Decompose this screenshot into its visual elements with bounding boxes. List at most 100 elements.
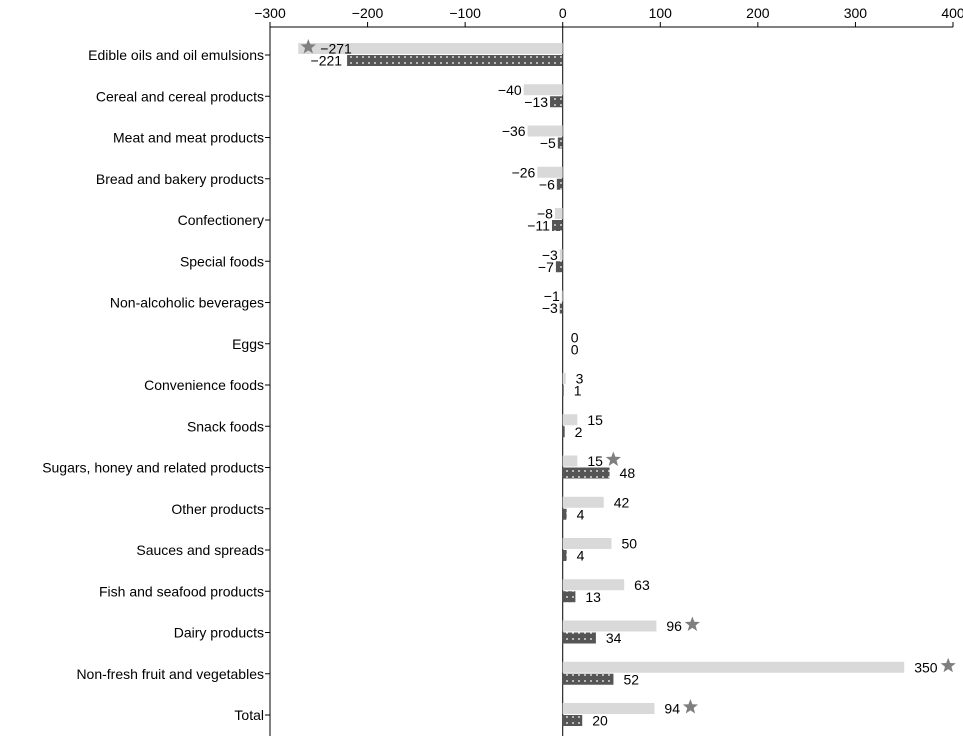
x-tick-label: −100 [449,5,481,21]
data-label: −40 [498,82,522,98]
category-label: Dairy products [174,625,264,641]
data-label: 20 [592,713,608,729]
data-label: −8 [537,206,553,222]
category-label: Eggs [232,336,264,352]
x-tick-label: 400 [941,5,963,21]
bar-dark [551,220,563,231]
bar-light [561,290,563,302]
x-tick-label: 100 [649,5,673,21]
bar-light [562,661,905,673]
bar-dark [562,467,610,479]
bars-group [298,43,905,726]
category-label: Edible oils and oil emulsions [88,47,264,63]
data-label: 3 [576,371,584,387]
labels-group: −271−40−36−26−8−3−10315154250639635094−2… [300,39,956,729]
bar-light [527,125,563,137]
category-label: Non-fresh fruit and vegetables [76,666,264,682]
bar-dark [562,673,614,685]
data-label: 0 [571,341,579,357]
data-label: 0 [571,329,579,345]
data-label: 4 [577,548,585,564]
category-label: Cereal and cereal products [96,88,264,104]
bar-light [298,43,563,54]
category-label: Other products [171,501,264,517]
data-label: −1 [544,288,560,304]
x-tick-label: −200 [352,5,384,21]
bar-dark [550,96,563,108]
bar-dark [562,715,583,726]
bar-dark [347,55,563,66]
data-label: −7 [538,259,554,275]
data-label: 4 [577,506,585,522]
bar-dark [562,591,576,603]
bar-light [559,249,563,261]
data-label: 13 [585,589,601,605]
bar-dark [562,385,564,396]
data-label: 350 [914,659,938,675]
data-label: 1 [574,383,582,399]
x-tick-label: 200 [746,5,770,21]
bar-light [562,373,566,384]
star-icon [605,451,621,466]
data-label: 96 [666,618,682,634]
data-label: −221 [311,53,343,69]
bar-dark [555,261,563,273]
category-label: Meat and meat products [113,130,264,146]
star-icon [300,39,316,54]
bar-light [562,496,604,508]
data-label: 34 [606,630,622,646]
bar-light [562,414,578,426]
data-label: −36 [502,123,526,139]
x-tick-label: 300 [844,5,868,21]
bar-dark [562,426,565,438]
data-label: 48 [620,465,636,481]
data-label: −3 [542,300,558,316]
star-icon [940,657,956,673]
data-label: 15 [587,412,603,428]
category-label: Fish and seafood products [99,583,264,599]
data-label: 15 [587,453,603,469]
category-label: Non-alcoholic beverages [110,295,264,311]
data-label: 50 [622,536,638,552]
bar-dark [562,632,596,644]
data-label: −13 [524,94,548,110]
bar-light [562,455,578,467]
category-label: Special foods [180,253,264,269]
category-label: Snack foods [187,418,264,434]
bar-light [562,620,657,632]
bar-light [562,538,612,549]
data-label: 94 [664,701,680,717]
data-label: 52 [623,671,639,687]
bar-light [562,579,625,591]
bar-dark [562,508,567,520]
data-label: −6 [539,176,555,192]
star-icon [682,699,699,714]
category-label: Bread and bakery products [96,171,264,187]
data-label: 42 [614,494,630,510]
bar-light [523,84,563,96]
bar-dark [562,550,567,561]
y-axis: Edible oils and oil emulsions Cereal and … [42,27,271,736]
data-label: −271 [320,41,352,57]
bar-light [554,208,563,219]
bar-light [562,703,655,714]
x-axis: −300 −200 −100 0 100 200 300 400 [254,5,963,28]
data-label: −5 [540,135,556,151]
data-label: −26 [512,164,536,180]
data-label: −3 [542,247,558,263]
category-label: Sauces and spreads [136,542,264,558]
category-label: Convenience foods [144,377,264,393]
bar-light [537,166,563,178]
category-label: Total [234,707,264,723]
data-label: 2 [575,424,583,440]
star-icon [684,616,700,631]
bar-dark [557,137,563,149]
bar-dark [559,302,563,314]
data-label: 63 [634,577,650,593]
bar-dark [556,178,563,190]
data-label: −11 [527,218,550,234]
category-label: Confectionery [178,212,264,228]
x-tick-label: 0 [559,5,567,21]
